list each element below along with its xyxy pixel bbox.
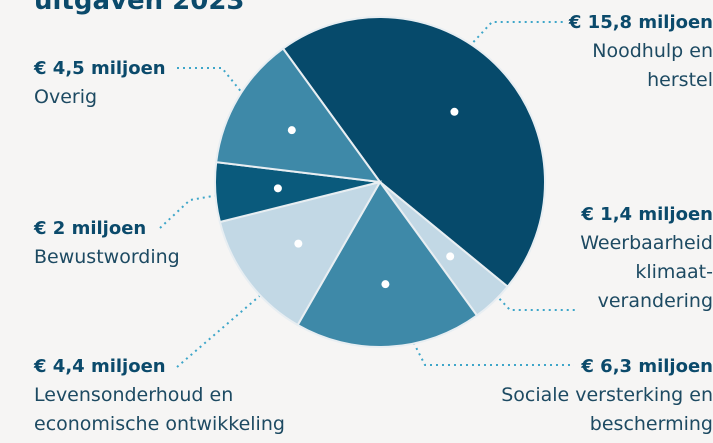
pie-slice [281, 16, 546, 289]
slice-dot [450, 107, 459, 116]
slice-dot [273, 184, 282, 193]
label: € 6,3 miljoen Sociale versterking en besc… [501, 356, 713, 435]
pie-slice [215, 47, 383, 184]
pie-slice [296, 180, 479, 348]
slice-dot [294, 239, 303, 248]
label: € 15,8 miljoen Noodhulp en herstel [568, 12, 713, 91]
label: € 1,4 miljoen Weerbaarheid klimaat-verand… [580, 204, 713, 312]
slice-dot [287, 126, 296, 135]
slice-dot [381, 280, 390, 289]
slice-dot [446, 252, 455, 261]
label: € 2 miljoen Bewustwording [34, 218, 180, 268]
label: € 4,5 miljoen Overig [34, 58, 166, 108]
label: € 4,4 miljoen Levensonderhoud en economis… [34, 356, 285, 435]
chart-title: uitgaven 2023 [34, 0, 245, 16]
pie-slice [218, 180, 383, 327]
